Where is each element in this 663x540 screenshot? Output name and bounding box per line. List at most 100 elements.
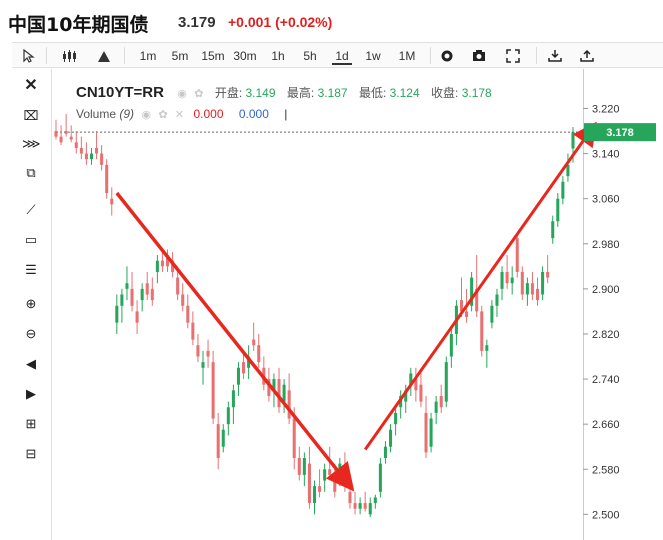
candle-body	[556, 198, 560, 222]
volume-param: (9)	[119, 107, 135, 121]
volume-label: Volume	[76, 107, 117, 121]
zoom-in-plus-icon[interactable]: ⊞	[25, 416, 37, 431]
candle-body	[541, 271, 545, 295]
interval-15m[interactable]: 15m	[201, 49, 225, 63]
upload-icon[interactable]	[578, 47, 596, 65]
trend-arrow-down	[115, 191, 355, 492]
candle-body	[292, 418, 296, 458]
candle-body	[378, 463, 382, 492]
drawing-tools-panel: ✕ ⌧ ⋙ ⧉ ⟋ ▭ ☰ ⊕ ⊖ ◀ ▶ ⊞ ⊟	[12, 69, 52, 540]
candle-body	[201, 362, 205, 368]
volume-settings-icon[interactable]: ✿	[158, 109, 168, 121]
candle-body	[287, 390, 291, 419]
cursor-icon[interactable]	[18, 47, 38, 65]
candle-body	[216, 424, 220, 458]
candle-body	[105, 164, 109, 194]
y-tick-label: 3.140	[592, 149, 620, 161]
y-tick-label: 3.220	[592, 103, 620, 115]
volume-value-2: 0.000	[238, 107, 269, 121]
line-tool-icon[interactable]: ⟋	[26, 202, 36, 217]
candle-body	[69, 136, 73, 140]
low-label: 最低:	[358, 86, 387, 100]
current-price: 3.179	[178, 14, 216, 31]
ohlc-legend: CN10YT=RR ◉ ✿ 开盘: 3.149 最高: 3.187 最低: 3.…	[76, 84, 492, 101]
price-change: +0.001 (+0.02%)	[228, 14, 333, 30]
volume-delete-icon[interactable]: ✕	[174, 109, 185, 121]
interval-1M[interactable]: 1M	[398, 49, 416, 63]
interval-1d[interactable]: 1d	[332, 47, 352, 65]
scroll-left-icon[interactable]: ◀	[26, 356, 36, 371]
zoom-reset-icon[interactable]: ⊟	[25, 446, 37, 461]
candle-body	[312, 486, 317, 504]
candle-body	[571, 132, 575, 149]
candle-body	[206, 350, 210, 357]
candle-body	[272, 379, 276, 391]
rectangle-icon[interactable]: ▭	[24, 232, 38, 247]
candle-body	[490, 305, 494, 323]
candle-body	[480, 311, 484, 351]
candle-body	[257, 345, 261, 363]
interval-5h[interactable]: 5h	[303, 49, 317, 63]
candle-body	[383, 446, 387, 458]
download-icon[interactable]	[546, 47, 564, 65]
candle-body	[252, 339, 256, 346]
candle-body	[409, 373, 413, 385]
candle-body	[221, 429, 225, 447]
close-label: 收盘:	[431, 86, 459, 100]
candle-body	[74, 142, 78, 148]
fullscreen-icon[interactable]	[504, 47, 522, 65]
interval-30m[interactable]: 30m	[233, 49, 257, 63]
candle-body	[282, 384, 286, 402]
y-tick-label: 2.980	[592, 239, 620, 251]
candle-body	[302, 457, 306, 475]
fib-levels-icon[interactable]: ☰	[25, 262, 37, 277]
header: 中国10年期国债 3.179 +0.001 (+0.02%)	[0, 0, 663, 42]
candle-body	[546, 271, 550, 278]
candle-body	[414, 379, 418, 391]
candle-body	[551, 221, 555, 239]
candle-body	[160, 260, 164, 267]
candle-body	[79, 147, 83, 154]
mountain-icon[interactable]	[94, 47, 114, 65]
y-tick-label: 2.580	[592, 464, 620, 476]
candle-body	[307, 463, 311, 504]
candle-body	[373, 497, 377, 504]
interval-1w[interactable]: 1w	[365, 49, 381, 63]
candle-body	[530, 283, 534, 295]
scroll-right-icon[interactable]: ▶	[26, 386, 36, 401]
candlestick-icon[interactable]	[60, 47, 82, 65]
interval-1m[interactable]: 1m	[139, 49, 157, 63]
settings-small-icon[interactable]: ✿	[194, 88, 204, 100]
interval-5m[interactable]: 5m	[171, 49, 189, 63]
chart-canvas[interactable]	[53, 69, 583, 540]
last-price-badge	[584, 123, 656, 142]
zoom-in-icon[interactable]: ⊕	[25, 296, 37, 311]
y-tick-label: 2.900	[592, 284, 620, 296]
candle-body	[561, 181, 565, 199]
candle-body	[95, 147, 99, 154]
y-tick-label: 3.060	[592, 194, 620, 206]
candle-body	[444, 362, 448, 402]
close-value: 3.178	[461, 86, 492, 100]
chart-toolbar: 1m 5m 15m 30m 1h 5h 1d 1w 1M	[12, 42, 663, 68]
crosshair-delete-icon[interactable]: ⌧	[23, 108, 39, 123]
candle-body	[535, 288, 540, 301]
candle-body	[424, 412, 428, 453]
copy-icon[interactable]: ⧉	[26, 165, 36, 180]
candle-body	[54, 131, 58, 137]
page-title: 中国10年期国债	[8, 14, 149, 36]
zoom-out-icon[interactable]: ⊖	[25, 326, 37, 341]
camera-icon[interactable]	[470, 47, 488, 65]
clear-all-icon[interactable]: ⋙	[22, 136, 41, 151]
candle-body	[110, 198, 114, 205]
candle-body	[368, 503, 372, 515]
volume-visibility-icon[interactable]: ◉	[141, 109, 151, 121]
interval-1h[interactable]: 1h	[271, 49, 285, 63]
close-icon[interactable]: ✕	[24, 77, 38, 94]
candle-body	[429, 418, 433, 447]
visibility-icon[interactable]: ◉	[177, 88, 187, 100]
settings-icon[interactable]	[438, 47, 456, 65]
candle-body	[363, 503, 367, 509]
candle-body	[333, 480, 337, 492]
candle-body	[525, 283, 529, 295]
